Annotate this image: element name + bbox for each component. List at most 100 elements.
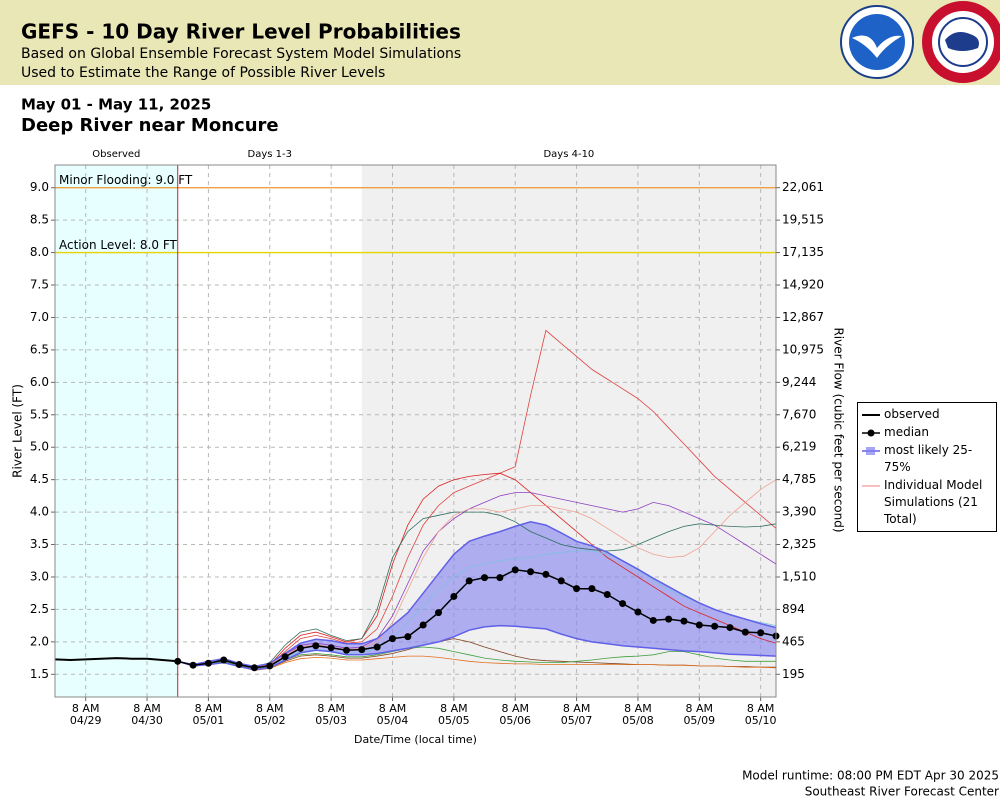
y-tick-label: 6.5 [30, 342, 49, 356]
x-tick-date: 05/02 [254, 714, 286, 727]
x-tick-date: 05/01 [193, 714, 225, 727]
median-point [250, 664, 258, 672]
median-point [358, 646, 366, 654]
median-point [603, 590, 611, 598]
median-point [527, 568, 535, 576]
x-tick-label: 8 AM [501, 702, 529, 715]
y-tick-label: 7.5 [30, 278, 49, 292]
y2-tick-label: 14,920 [782, 278, 824, 292]
median-point [726, 624, 734, 632]
y2-tick-label: 894 [782, 602, 805, 616]
x-tick-label: 8 AM [379, 702, 407, 715]
y-tick-label: 1.5 [30, 667, 49, 681]
y-tick-label: 3.5 [30, 537, 49, 551]
x-tick-label: 8 AM [686, 702, 714, 715]
x-tick-date: 05/10 [745, 714, 777, 727]
y2-tick-label: 3,390 [782, 505, 816, 519]
x-tick-label: 8 AM [133, 702, 161, 715]
x-tick-date: 05/09 [683, 714, 715, 727]
x-tick-label: 8 AM [624, 702, 652, 715]
date-range: May 01 - May 11, 2025 [21, 96, 211, 114]
median-point [435, 609, 443, 617]
y-tick-label: 6.0 [30, 375, 49, 389]
nws-logo [922, 1, 1000, 83]
y2-tick-label: 17,135 [782, 245, 824, 259]
y2-axis-label: River Flow (cubic feet per second) [832, 327, 846, 532]
legend-swatch [862, 485, 880, 487]
threshold-label: Action Level: 8.0 FT [59, 238, 178, 252]
member-line [177, 479, 777, 669]
member-line [177, 472, 777, 669]
y2-tick-label: 6,219 [782, 440, 816, 454]
y2-tick-label: 9,244 [782, 375, 816, 389]
median-point [235, 661, 243, 669]
member-line [177, 655, 777, 671]
y-tick-label: 8.0 [30, 245, 49, 259]
y-tick-label: 5.0 [30, 440, 49, 454]
median-point [542, 570, 550, 578]
observed-line [54, 657, 178, 663]
y-axis-label: River Level (FT) [11, 384, 25, 478]
median-point [388, 635, 396, 643]
median-point [174, 657, 182, 665]
median-point [588, 585, 596, 593]
y-tick-label: 4.5 [30, 472, 49, 486]
x-tick-label: 8 AM [195, 702, 223, 715]
legend-swatch [862, 414, 880, 416]
x-tick-label: 8 AM [72, 702, 100, 715]
band-edge [177, 624, 777, 671]
legend-item: most likely 25-75% [862, 442, 992, 476]
x-tick-date: 05/03 [315, 714, 347, 727]
y2-tick-label: 10,975 [782, 342, 824, 356]
legend-item: median [862, 424, 992, 441]
median-point [373, 643, 381, 651]
y-tick-label: 8.5 [30, 213, 49, 227]
y2-tick-label: 1,510 [782, 569, 816, 583]
median-point [557, 577, 565, 585]
y-tick-label: 3.0 [30, 569, 49, 583]
median-point [680, 617, 688, 625]
band-edge [177, 521, 777, 668]
median-point [741, 628, 749, 636]
region-label: Days 1-3 [248, 149, 292, 160]
x-tick-date: 04/29 [70, 714, 102, 727]
median-point [312, 642, 320, 650]
y2-tick-label: 4,785 [782, 472, 816, 486]
legend-item: observed [862, 406, 992, 423]
footer-center: Southeast River Forecast Center [805, 785, 999, 799]
median-point [695, 621, 703, 629]
y-tick-label: 9.0 [30, 180, 49, 194]
legend-label: observed [884, 407, 940, 421]
median-point [757, 629, 765, 637]
median-point [634, 608, 642, 616]
median-point [220, 656, 228, 664]
x-tick-date: 05/04 [377, 714, 409, 727]
median-line [177, 569, 777, 669]
header-subtitle: Based on Global Ensemble Forecast System… [21, 46, 461, 62]
x-tick-date: 05/08 [622, 714, 654, 727]
x-tick-date: 05/06 [499, 714, 531, 727]
y-tick-label: 2.5 [30, 602, 49, 616]
median-point [342, 646, 350, 654]
header-title: GEFS - 10 Day River Level Probabilities [21, 20, 461, 44]
y2-tick-label: 22,061 [782, 180, 824, 194]
x-tick-label: 8 AM [440, 702, 468, 715]
median-point [404, 633, 412, 641]
median-point [450, 592, 458, 600]
y-tick-label: 7.0 [30, 310, 49, 324]
median-point [649, 616, 657, 624]
legend-label: Individual Model Simulations (21 Total) [884, 478, 983, 526]
x-tick-date: 05/05 [438, 714, 470, 727]
y2-tick-label: 465 [782, 634, 805, 648]
legend-swatch [862, 429, 880, 437]
median-point [481, 574, 489, 582]
member-line [177, 511, 777, 668]
median-point [711, 622, 719, 630]
x-tick-label: 8 AM [747, 702, 775, 715]
median-point [665, 615, 673, 623]
y2-tick-label: 2,325 [782, 537, 816, 551]
median-point [281, 653, 289, 661]
region-label: Observed [92, 149, 140, 160]
member-line [177, 550, 777, 670]
